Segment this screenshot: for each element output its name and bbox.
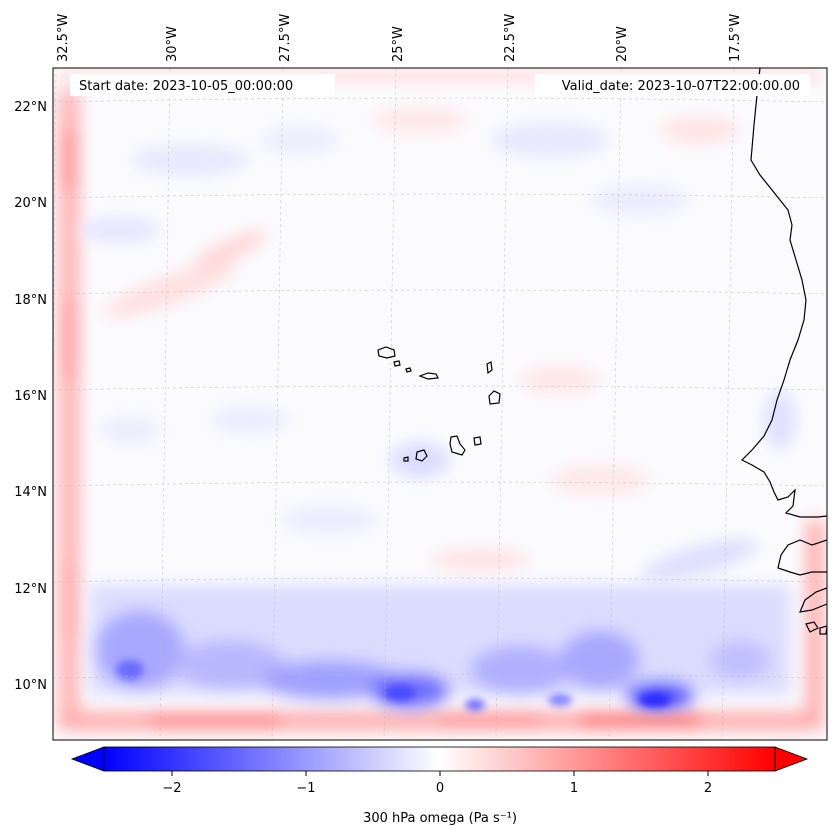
cape-verde-santo-antao (377, 346, 396, 359)
start-date-box (70, 74, 335, 96)
lon-label-32-5w: 32.5°W (56, 14, 71, 62)
cape-verde-santiago (449, 435, 466, 456)
omega-field (58, 72, 824, 730)
negative-band-south (90, 585, 790, 709)
colorbar-tick-neg2: −2 (162, 781, 181, 796)
colorbar: −2 −1 0 1 2 300 hPa omega (Pa s⁻¹) (70, 746, 809, 826)
cape-verde-santa-luzia (405, 367, 412, 373)
lon-label-20w: 20°W (615, 26, 630, 62)
lon-label-17-5w: 17.5°W (728, 14, 743, 62)
valid-date-label: Valid_date: 2023-10-07T22:00:00.00 (562, 79, 800, 94)
cape-verde-brava (403, 456, 409, 462)
lat-label-16n: 16°N (14, 389, 47, 404)
guinea-bissau-coast (799, 587, 827, 613)
colorbar-tick-neg1: −1 (296, 781, 315, 796)
lat-label-22n: 22°N (14, 100, 47, 115)
latitude-labels: 22°N 20°N 18°N 16°N 14°N 12°N 10°N (14, 100, 47, 693)
valid-date-box (535, 74, 810, 96)
gambia-coast (777, 539, 827, 576)
colorbar-label: 300 hPa omega (Pa s⁻¹) (363, 811, 517, 826)
colorbar-low-extend (70, 746, 105, 772)
map-panel: Start date: 2023-10-05_00:00:00 Valid_da… (53, 68, 827, 740)
colorbar-ticks (171, 771, 709, 776)
boundary-positive-band (58, 72, 824, 730)
map-frame (52, 67, 828, 741)
lat-label-18n: 18°N (14, 293, 47, 308)
lon-label-27-5w: 27.5°W (278, 14, 293, 62)
africa-coastline (740, 68, 827, 518)
graticule (53, 68, 827, 740)
cape-verde-sao-nicolau (418, 372, 439, 380)
lat-label-14n: 14°N (14, 485, 47, 500)
cape-verde-boa-vista (488, 390, 501, 405)
lon-label-30w: 30°W (165, 26, 180, 62)
colorbar-tick-1: 1 (570, 781, 578, 796)
longitude-labels: 32.5°W 30°W 27.5°W 25°W 22.5°W 20°W 17.5… (56, 14, 743, 62)
cape-verde-maio (473, 436, 482, 446)
lon-label-22-5w: 22.5°W (503, 14, 518, 62)
interior-anomalies (80, 106, 796, 581)
bijagos-islands (805, 621, 827, 635)
colorbar-gradient (104, 747, 775, 771)
colorbar-high-extend (774, 746, 809, 772)
lon-label-25w: 25°W (391, 26, 406, 62)
cape-verde-fogo (415, 449, 428, 462)
lat-label-20n: 20°N (14, 196, 47, 211)
colorbar-tick-0: 0 (436, 781, 444, 796)
coastlines (377, 68, 827, 635)
cape-verde-sao-vicente (393, 360, 401, 367)
start-date-label: Start date: 2023-10-05_00:00:00 (79, 79, 293, 94)
negative-cores-south (116, 660, 671, 711)
lat-label-12n: 12°N (14, 582, 47, 597)
cape-verde-sal (486, 361, 493, 375)
colorbar-tick-2: 2 (704, 781, 712, 796)
lat-label-10n: 10°N (14, 678, 47, 693)
